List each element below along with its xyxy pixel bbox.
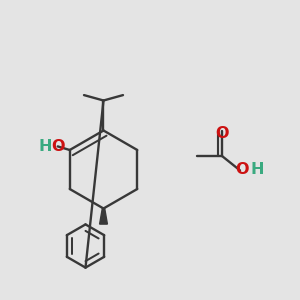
Text: H: H — [38, 139, 52, 154]
Text: O: O — [51, 139, 64, 154]
Text: O: O — [235, 162, 248, 177]
Text: O: O — [215, 126, 229, 141]
Text: H: H — [251, 162, 264, 177]
Polygon shape — [100, 208, 107, 224]
